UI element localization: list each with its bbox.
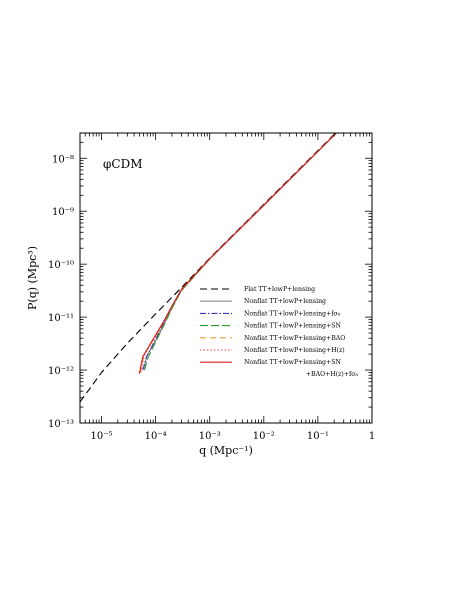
x-tick-label: 10⁻² xyxy=(253,431,275,442)
series-line xyxy=(80,133,337,403)
y-axis-label: P(q) (Mpc³) xyxy=(26,246,39,310)
axis-ticks xyxy=(79,133,373,424)
x-tick-label: 10⁻⁵ xyxy=(91,431,113,442)
y-tick-labels: 10⁻¹³ 10⁻¹² 10⁻¹¹ 10⁻¹⁰ 10⁻⁹ 10⁻⁸ xyxy=(48,154,74,430)
y-tick-label: 10⁻⁸ xyxy=(52,154,74,165)
y-tick-label: 10⁻⁹ xyxy=(52,207,74,218)
y-tick-label: 10⁻¹² xyxy=(48,366,74,377)
legend-label: Nonflat TT+lowP+lensing+SN xyxy=(244,359,341,366)
legend-label: Nonflat TT+lowP+lensing+H(z) xyxy=(244,347,345,354)
x-tick-label: 10⁻³ xyxy=(199,431,221,442)
x-tick-labels: 10⁻⁵ 10⁻⁴ 10⁻³ 10⁻² 10⁻¹ 1 xyxy=(91,431,376,442)
series-line xyxy=(138,133,338,374)
legend-label: Flat TT+lowP+lensing xyxy=(244,286,315,293)
legend-label: Nonflat TT+lowP+lensing+BAO xyxy=(244,335,345,342)
x-tick-label: 1 xyxy=(369,431,375,442)
x-tick-label: 10⁻⁴ xyxy=(145,431,167,442)
y-tick-label: 10⁻¹³ xyxy=(48,419,74,430)
legend-label: Nonflat TT+lowP+lensing+SN xyxy=(244,323,341,330)
data-curves xyxy=(80,133,338,403)
series-line xyxy=(139,133,338,373)
x-axis-label: q (Mpc⁻¹) xyxy=(199,444,253,457)
series-line xyxy=(140,133,338,373)
y-tick-label: 10⁻¹¹ xyxy=(48,313,74,324)
legend-label: Nonflat TT+lowP+lensing+fσ₈ xyxy=(244,310,341,317)
x-tick-label: 10⁻¹ xyxy=(307,431,329,442)
model-annotation: φCDM xyxy=(103,157,143,171)
legend: Flat TT+lowP+lensing Nonflat TT+lowP+lens… xyxy=(200,286,359,378)
legend-label-continued: +BAO+H(z)+fσ₈ xyxy=(306,371,359,378)
plot-frame xyxy=(79,132,373,424)
legend-label: Nonflat TT+lowP+lensing xyxy=(244,298,326,305)
y-tick-label: 10⁻¹⁰ xyxy=(48,260,74,271)
